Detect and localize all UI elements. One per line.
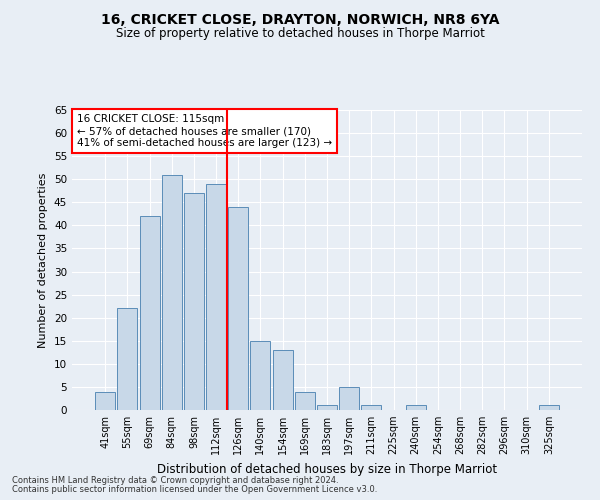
Bar — [339, 387, 359, 410]
Bar — [406, 406, 426, 410]
Text: Size of property relative to detached houses in Thorpe Marriot: Size of property relative to detached ho… — [116, 28, 484, 40]
Bar — [250, 341, 271, 410]
Bar — [184, 193, 204, 410]
Text: Contains HM Land Registry data © Crown copyright and database right 2024.: Contains HM Land Registry data © Crown c… — [12, 476, 338, 485]
Bar — [361, 406, 382, 410]
X-axis label: Distribution of detached houses by size in Thorpe Marriot: Distribution of detached houses by size … — [157, 462, 497, 475]
Text: 16, CRICKET CLOSE, DRAYTON, NORWICH, NR8 6YA: 16, CRICKET CLOSE, DRAYTON, NORWICH, NR8… — [101, 12, 499, 26]
Bar — [272, 350, 293, 410]
Bar — [539, 406, 559, 410]
Text: Contains public sector information licensed under the Open Government Licence v3: Contains public sector information licen… — [12, 485, 377, 494]
Bar — [228, 207, 248, 410]
Bar — [140, 216, 160, 410]
Y-axis label: Number of detached properties: Number of detached properties — [38, 172, 49, 348]
Bar — [206, 184, 226, 410]
Bar — [118, 308, 137, 410]
Bar — [317, 406, 337, 410]
Bar — [295, 392, 315, 410]
Bar — [162, 174, 182, 410]
Text: 16 CRICKET CLOSE: 115sqm
← 57% of detached houses are smaller (170)
41% of semi-: 16 CRICKET CLOSE: 115sqm ← 57% of detach… — [77, 114, 332, 148]
Bar — [95, 392, 115, 410]
